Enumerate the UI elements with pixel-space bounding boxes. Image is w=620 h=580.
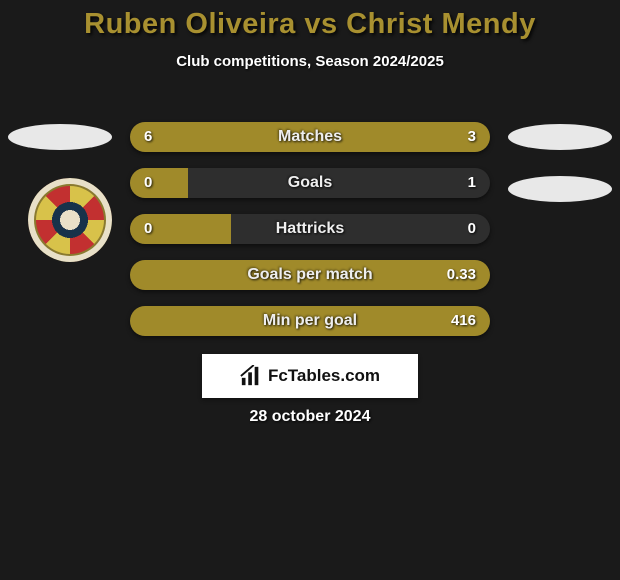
brand-box[interactable]: FcTables.com [202, 354, 418, 398]
comparison-card: Ruben Oliveira vs Christ Mendy Club comp… [0, 0, 620, 580]
club-badge [28, 178, 112, 262]
stat-bar: Min per goal416 [130, 306, 490, 336]
player-right-placeholder-2 [508, 176, 612, 202]
stat-bar: Matches63 [130, 122, 490, 152]
player-right-placeholder [508, 124, 612, 150]
stat-bars: Matches63 Goals01 Hattricks00 Goals per mat… [130, 122, 490, 352]
stat-bar: Hattricks00 [130, 214, 490, 244]
brand-text: FcTables.com [268, 366, 380, 386]
stat-bar: Goals per match0.33 [130, 260, 490, 290]
stat-bar: Goals01 [130, 168, 490, 198]
page-title: Ruben Oliveira vs Christ Mendy [0, 0, 620, 41]
bar-chart-icon [240, 365, 262, 387]
snapshot-date: 28 october 2024 [0, 408, 620, 426]
player-left-placeholder [8, 124, 112, 150]
page-subtitle: Club competitions, Season 2024/2025 [0, 53, 620, 70]
